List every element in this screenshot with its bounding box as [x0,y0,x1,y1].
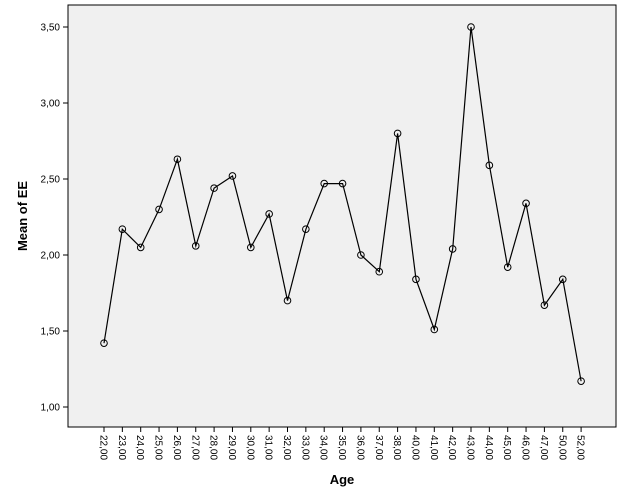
y-axis: 1,00 1,50 2,00 2,50 3,00 3,50 [41,23,68,414]
x-tick-label: 50,00 [556,435,567,460]
x-tick-label: 29,00 [226,435,237,460]
x-tick-label: 31,00 [263,435,274,460]
data-point [558,275,567,284]
x-tick-label: 24,00 [134,435,145,460]
plot-area [67,4,617,428]
x-tick-label: 25,00 [153,435,164,460]
y-tick-label: 2,00 [41,251,61,262]
data-point [338,179,347,188]
x-tick-label: 47,00 [538,435,549,460]
data-point [228,172,237,180]
x-tick-label: 36,00 [354,435,365,460]
x-tick-label: 34,00 [318,435,329,460]
data-point [540,301,549,309]
x-tick-label: 38,00 [391,435,402,460]
data-point [412,275,420,284]
x-tick-label: 23,00 [116,435,127,460]
x-tick-label: 32,00 [281,435,292,460]
y-tick-label: 1,50 [41,327,61,338]
data-point [430,325,439,334]
data-point [375,267,384,276]
y-tick-label: 3,50 [41,23,61,34]
data-point [503,263,512,271]
data-point [191,242,200,250]
x-tick-label: 41,00 [428,435,439,460]
data-point [118,225,127,233]
data-point [247,243,255,252]
y-tick-label: 1,00 [41,403,61,414]
x-tick-label: 42,00 [446,435,457,460]
x-tick-label: 28,00 [208,435,219,460]
x-tick-label: 44,00 [483,435,494,460]
data-point [522,199,530,208]
x-tick-label: 45,00 [501,435,512,460]
data-point [100,339,108,347]
data-point [283,296,292,305]
data-point [320,179,329,188]
series-line [103,26,582,382]
data-point [302,225,310,233]
data-point [136,243,145,252]
data-point [357,251,365,259]
data-point [467,23,475,31]
x-tick-label: 37,00 [373,435,384,460]
x-axis-title: Age [330,472,355,487]
data-point [448,245,457,253]
y-tick-label: 2,50 [41,175,61,186]
x-tick-label: 26,00 [171,435,182,460]
data-point [155,205,163,214]
data-point [173,155,182,164]
x-tick-label: 27,00 [189,435,200,460]
y-axis-title: Mean of EE [15,181,30,251]
x-tick-label: 35,00 [336,435,347,460]
data-point [577,377,585,385]
data-point [485,161,494,170]
x-tick-label: 40,00 [409,435,420,460]
x-tick-label: 22,00 [98,435,109,460]
x-tick-label: 46,00 [520,435,531,460]
data-markers [100,23,585,385]
y-tick-label: 3,00 [41,99,61,110]
x-tick-label: 30,00 [244,435,255,460]
data-point [393,129,402,138]
data-point [210,184,218,192]
x-tick-label: 52,00 [575,435,586,460]
x-axis: 22,00 23,00 24,00 25,00 26,00 27,00 28,00 29,00… [98,427,586,460]
x-tick-label: 33,00 [299,435,310,460]
x-tick-label: 43,00 [465,435,476,460]
data-point [265,210,273,218]
